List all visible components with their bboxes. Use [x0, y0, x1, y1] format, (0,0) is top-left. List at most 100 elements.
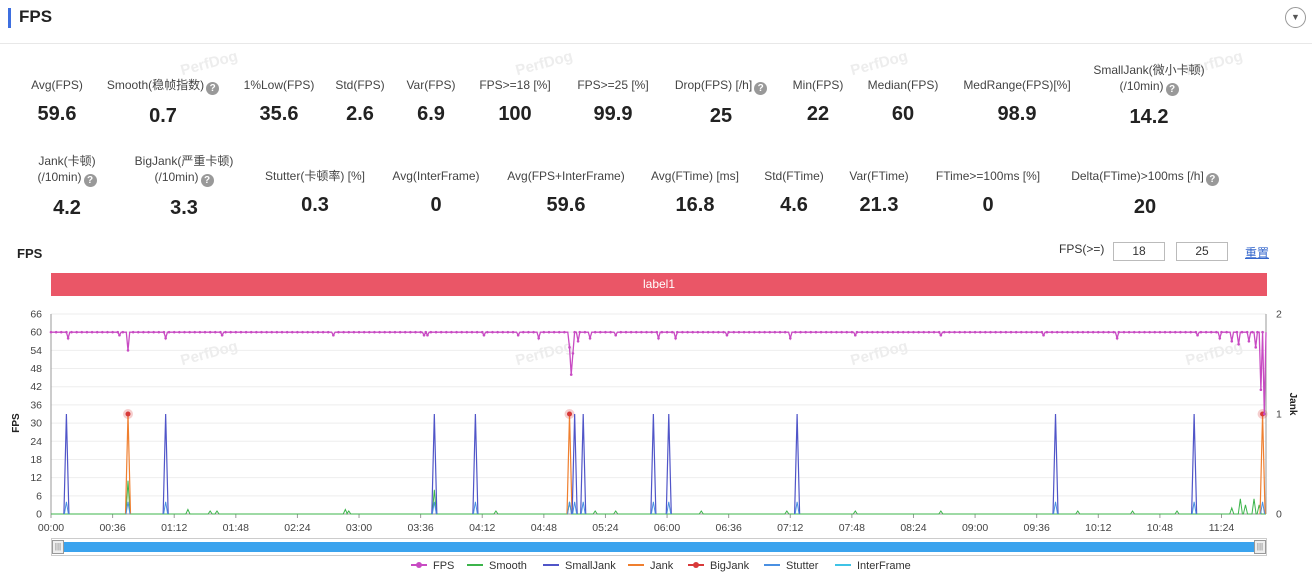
bigjank-point [567, 411, 573, 417]
legend-item-jank[interactable]: Jank [628, 559, 673, 573]
stutter-spike [125, 501, 131, 515]
fps-point [152, 330, 155, 334]
fps-point [968, 330, 972, 334]
fps-point [922, 330, 926, 334]
y-axis: 0 6 12 18 24 30 36 42 48 54 60 66 [30, 309, 52, 521]
fps-point [634, 330, 638, 334]
stat-std-ftime: Std(FTime) 4.6 [758, 168, 830, 217]
fps-point [164, 336, 167, 340]
fps-point [1014, 330, 1018, 334]
reset-button[interactable]: 重置 [1245, 246, 1270, 260]
stat-jank: Jank(卡顿) (/10min)? 4.2 [22, 153, 112, 220]
legend-item-bigjank[interactable]: BigJank [688, 559, 749, 573]
x-tick-label: 00:00 [38, 522, 64, 534]
fps-point [1132, 330, 1136, 334]
stat-value: 2.6 [346, 103, 374, 125]
fps-point [1061, 330, 1064, 334]
fps-point [853, 333, 857, 337]
fps-point [932, 330, 936, 334]
stat-value: 59.6 [37, 103, 77, 125]
legend-item-smalljank[interactable]: SmallJank [543, 559, 616, 573]
legend-item-smooth[interactable]: Smooth [467, 559, 527, 573]
stat-label: BigJank(严重卡顿) [134, 154, 234, 168]
stat-label-unit: (/10min) [1119, 79, 1164, 93]
help-icon[interactable]: ? [1165, 83, 1179, 96]
fps-point [742, 330, 746, 334]
fps-point [650, 330, 653, 334]
fps-point [568, 346, 571, 349]
zoom-range[interactable] [62, 542, 1256, 552]
zoom-handle-left[interactable]: ||| [52, 540, 64, 554]
legend-item-stutter[interactable]: Stutter [764, 559, 818, 573]
fps-point [1194, 330, 1198, 334]
collapse-toggle-icon[interactable]: ▼ [1285, 7, 1306, 28]
zoom-handle-right[interactable]: ||| [1254, 540, 1266, 554]
legend-swatch [835, 564, 851, 566]
legend-item-fps[interactable]: FPS [411, 559, 454, 573]
fps-point [1071, 330, 1074, 334]
stat-delta-ftime: Delta(FTime)>100ms [/h]? 20 [1062, 168, 1228, 219]
help-icon[interactable]: ? [83, 174, 97, 187]
help-icon[interactable]: ? [200, 174, 214, 187]
stat-label: Std(FPS) [335, 78, 385, 92]
y-tick-label: 36 [30, 399, 42, 411]
x-tick-label: 06:36 [716, 522, 742, 534]
fps-point [424, 330, 428, 334]
fps-point [1138, 330, 1141, 334]
y2-tick-label: 2 [1276, 309, 1282, 321]
stutter-spike [431, 501, 437, 515]
zoom-slider[interactable]: ||| ||| [51, 538, 1267, 556]
fps-point [814, 330, 818, 334]
label-band[interactable]: label1 [51, 273, 1267, 296]
fps-point [1237, 343, 1240, 346]
help-icon[interactable]: ? [206, 82, 220, 95]
fps-point [994, 330, 997, 334]
y-tick-label: 42 [30, 381, 42, 393]
smalljank-spike [1191, 413, 1198, 515]
fps-point [66, 336, 70, 340]
fps-point [480, 330, 484, 334]
fps-threshold-input-1[interactable]: 18 [1113, 242, 1165, 261]
fps-point [90, 330, 94, 334]
stat-value: 14.2 [1129, 106, 1169, 128]
fps-point [1102, 330, 1105, 334]
fps-point [239, 330, 243, 334]
smalljank-spike [580, 413, 587, 515]
stutter-spike [666, 501, 672, 515]
x-tick-label: 10:48 [1147, 522, 1173, 534]
stat-value: 98.9 [997, 103, 1037, 125]
fps-point [475, 330, 479, 334]
legend-item-interframe[interactable]: InterFrame [835, 559, 911, 573]
watermark: PerfDog [178, 47, 240, 80]
help-icon[interactable]: ? [1205, 173, 1219, 186]
fps-point [701, 330, 705, 334]
fps-point [1262, 412, 1266, 416]
fps-point [1174, 330, 1177, 334]
fps-point [398, 330, 402, 334]
fps-threshold-input-2[interactable]: 25 [1176, 242, 1228, 261]
stat-label: Min(FPS) [792, 78, 844, 92]
fps-point [809, 330, 813, 334]
fps-point [619, 330, 623, 334]
help-icon[interactable]: ? [754, 82, 768, 95]
fps-point [876, 330, 879, 334]
fps-point [347, 330, 351, 334]
fps-point [1143, 330, 1146, 334]
fps-point [1025, 330, 1028, 334]
legend-swatch [628, 564, 644, 566]
fps-point [778, 330, 782, 334]
fps-point [121, 330, 125, 334]
fps-point [999, 330, 1003, 334]
stat-value: 4.2 [53, 197, 81, 219]
fps-point [1209, 330, 1213, 334]
x-tick-label: 08:24 [900, 522, 926, 534]
fps-point [118, 333, 121, 337]
legend-swatch [688, 562, 704, 568]
fps-point [511, 330, 515, 334]
stat-label: Avg(FPS) [31, 78, 83, 92]
stat-value: 99.9 [593, 103, 633, 125]
stat-fps-ge-18: FPS>=18 [%] 100 [472, 77, 558, 126]
smalljank-spike [571, 413, 578, 515]
fps-point [1184, 330, 1187, 334]
